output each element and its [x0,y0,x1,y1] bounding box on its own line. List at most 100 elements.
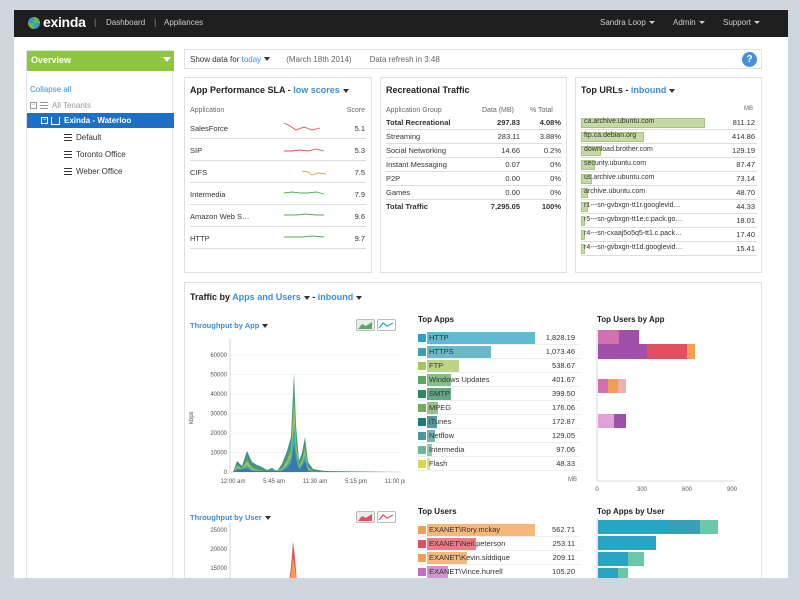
period-value: today [241,54,262,64]
list-icon [40,102,48,109]
table-row[interactable]: r4---sn-gvbxgn-tt1d.googlevid… 15.41 [581,242,757,256]
legend-swatch [418,568,426,576]
y-tick-label: 15000 [210,566,227,572]
sla-filter-dropdown[interactable]: low scores [293,85,349,95]
bar-segment [628,552,644,566]
group-data: 283.11 [497,132,520,141]
table-row[interactable]: security.ubuntu.com 87.47 [581,158,757,172]
url-name: ca.archive.ubuntu.com [584,118,655,125]
list-item[interactable]: Windows Updates 401.67 [418,373,581,387]
app-name: Intermedia [429,445,465,454]
help-icon[interactable]: ? [742,52,757,67]
list-item[interactable]: HTTP 1,828.19 [418,331,581,345]
series-area-rory [290,557,297,578]
app-value: 401.67 [552,375,575,384]
app-value: 176.06 [552,403,575,412]
table-row[interactable]: Total Recreational 297.83 4.08% [386,116,562,130]
value-bar [427,360,460,372]
list-item[interactable]: SMTP 399.50 [418,387,581,401]
list-item[interactable]: EXANET\Kevin.siddique 209.11 [418,551,581,565]
table-row[interactable]: CIFS 7.5 [190,162,366,183]
list-item[interactable]: EXANET\Vince.hurrell 105.20 [418,565,581,578]
url-value: 48.70 [736,188,755,197]
bar-segment [598,414,614,428]
nav-dashboard[interactable]: Dashboard [106,18,146,27]
list-item[interactable]: Netflow 129.05 [418,429,581,443]
table-row[interactable]: Amazon Web S… 9.6 [190,206,366,227]
traffic-mode-dropdown[interactable]: Apps and Users [232,292,310,302]
nav-divider: | [94,17,97,27]
table-row[interactable]: SalesForce 5.1 [190,118,366,139]
table-row[interactable]: download.brother.com 129.19 [581,144,757,158]
series-area-windows-updates [233,385,325,472]
tree-item-weber-office[interactable]: Weber Office [64,164,122,179]
list-item[interactable]: EXANET\Rory.mckay 562.71 [418,523,581,537]
area-chart-toggle-button[interactable] [356,319,375,331]
table-row[interactable]: r1---sn-gvbxgn-tt1r.googlevid… 44.33 [581,200,757,214]
table-row[interactable]: Intermedia 7.9 [190,184,366,205]
table-row[interactable]: HTTP 9.7 [190,228,366,249]
table-row[interactable]: Instant Messaging 0.07 0% [386,158,562,172]
tree-item-all-tenants[interactable]: − All Tenants [30,98,91,113]
table-row[interactable]: us.archive.ubuntu.com 73.14 [581,172,757,186]
group-name: Total Recreational [386,118,451,127]
table-row[interactable]: ftp.ca.debian.org 414.86 [581,130,757,144]
app-score: 5.3 [354,146,365,155]
table-row[interactable]: SIP 5.3 [190,140,366,161]
app-value: 1,073.46 [545,347,575,356]
tree-item-exinda-waterloo[interactable]: − Exinda - Waterloo [27,113,174,128]
chevron-down-icon [356,295,363,300]
refresh-text: Data refresh in 3:48 [369,54,440,64]
tree-item-default[interactable]: Default [64,130,101,145]
collapse-toggle-icon[interactable]: − [41,117,48,124]
table-row[interactable]: P2P 0.00 0% [386,172,562,186]
filter-prefix: Show data for [190,54,240,64]
home-icon [51,116,60,125]
list-item[interactable]: EXANET\Neil.peterson 253.11 [418,537,581,551]
y-tick-label: 20000 [210,547,227,553]
nav-appliances[interactable]: Appliances [164,18,204,27]
line-chart-toggle-button[interactable] [377,319,396,331]
list-item[interactable]: HTTPS 1,073.46 [418,345,581,359]
table-row[interactable]: archive.ubuntu.com 48.70 [581,186,757,200]
line-chart-toggle-button[interactable] [377,511,396,523]
list-item[interactable]: MPEG 176.06 [418,401,581,415]
y-tick-label: 60000 [210,353,227,359]
list-item[interactable]: Flash 48.33 [418,457,581,471]
app-name: SalesForce [190,124,228,133]
table-row[interactable]: r4---sn-cxaaj5o5q5-tt1.c.pack… 17.40 [581,228,757,242]
list-item[interactable]: Intermedia 97.06 [418,443,581,457]
area-chart-toggle-button[interactable] [356,511,375,523]
date-text: (March 18th 2014) [286,54,352,64]
support-menu[interactable]: Support [723,18,761,27]
bar-segment [598,552,628,566]
table-row[interactable]: Games 0.00 0% [386,186,562,200]
group-pct: 0% [550,160,561,169]
table-row[interactable]: Social Networking 14.66 0.2% [386,144,562,158]
traffic-direction-dropdown[interactable]: inbound [318,292,363,302]
throughput-user-dropdown[interactable]: Throughput by User [190,513,271,522]
bar-segment [687,344,695,359]
col-header-application: Application [190,107,225,114]
collapse-all-link[interactable]: Collapse all [30,85,72,94]
throughput-app-label: Throughput by App [190,321,260,330]
list-item[interactable]: iTunes 172.87 [418,415,581,429]
bar-segment [618,568,628,578]
traffic-mode-value: Apps and Users [232,292,301,302]
table-row[interactable]: Streaming 283.11 3.88% [386,130,562,144]
table-row[interactable]: ca.archive.ubuntu.com 811.12 [581,116,757,130]
user-menu[interactable]: Sandra Loop [600,18,655,27]
collapse-toggle-icon[interactable]: − [30,102,37,109]
urls-direction-dropdown[interactable]: inbound [631,85,676,95]
period-dropdown[interactable]: today [242,55,271,64]
panel-title-text: Top URLs - [581,85,629,95]
list-item[interactable]: FTP 538.67 [418,359,581,373]
table-row[interactable]: r5---sn-gvbxgn-tt1e.c.pack.go… 18.01 [581,214,757,228]
user-value: 253.11 [552,539,575,548]
table-row[interactable]: Total Traffic 7,295.05 100% [386,200,562,214]
chevron-down-icon [342,88,349,93]
throughput-app-dropdown[interactable]: Throughput by App [190,321,269,330]
tree-item-toronto-office[interactable]: Toronto Office [64,147,126,162]
overview-dropdown[interactable]: Overview [27,51,174,71]
admin-menu[interactable]: Admin [673,18,705,27]
